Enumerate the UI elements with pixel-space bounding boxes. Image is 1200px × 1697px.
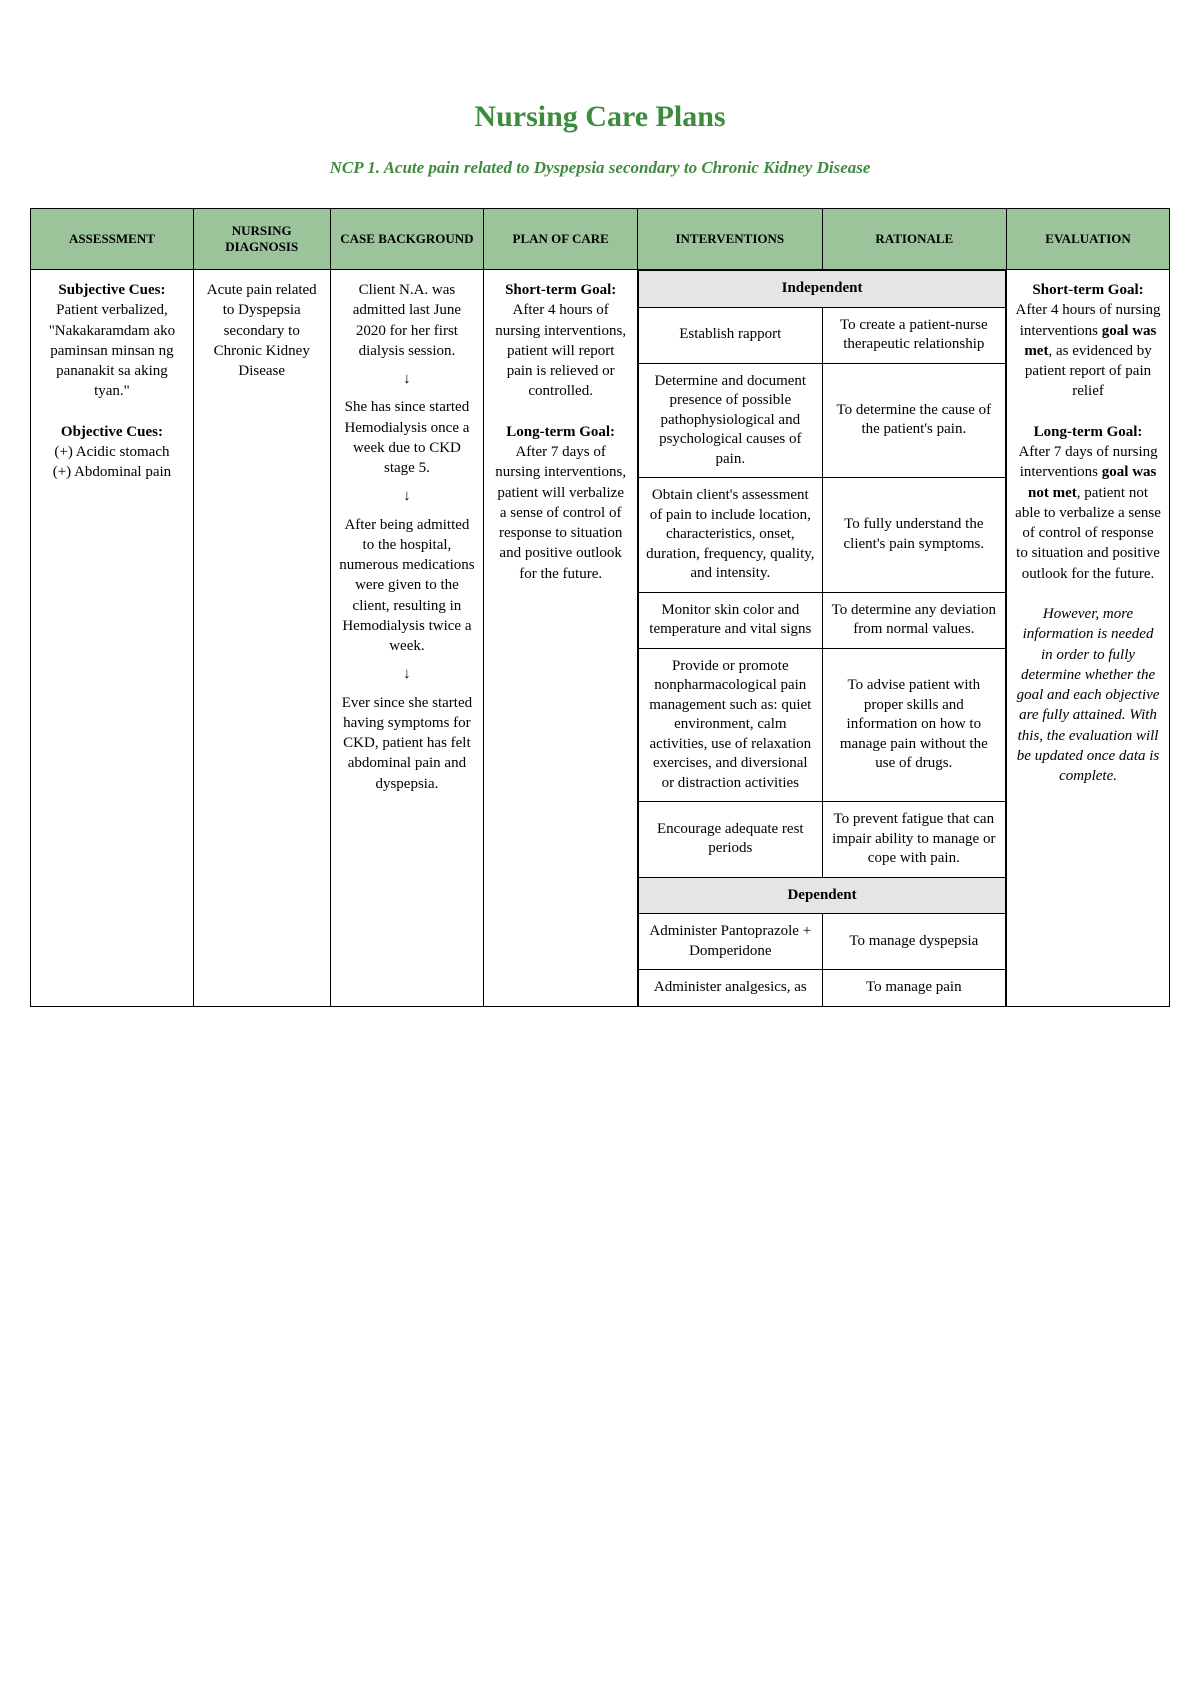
- th-evaluation: EVALUATION: [1007, 209, 1170, 270]
- plan-lt-text: After 7 days of nursing interventions, p…: [495, 444, 626, 582]
- subjective-text: Patient verbalized, "Nakakaramdam ako pa…: [49, 302, 175, 399]
- ind-r-4: To advise patient with proper skills and…: [822, 648, 1006, 802]
- independent-header: Independent: [639, 271, 1006, 308]
- th-plan: PLAN OF CARE: [484, 209, 638, 270]
- ind-i-2: Obtain client's assessment of pain to in…: [639, 478, 823, 593]
- inner-table: Independent Establish rapport To create …: [638, 270, 1006, 1007]
- th-interventions: INTERVENTIONS: [638, 209, 823, 270]
- ind-i-0: Establish rapport: [639, 307, 823, 363]
- dependent-header: Dependent: [639, 877, 1006, 914]
- cell-interventions-rationale: Independent Establish rapport To create …: [638, 270, 1007, 1007]
- dep-i-0: Administer Pantoprazole + Domperidone: [639, 914, 823, 970]
- ind-row-1: Determine and document presence of possi…: [639, 363, 1006, 478]
- dep-r-0: To manage dyspepsia: [822, 914, 1006, 970]
- ind-r-2: To fully understand the client's pain sy…: [822, 478, 1006, 593]
- eval-lt-label: Long-term Goal:: [1034, 424, 1143, 440]
- ind-row-4: Provide or promote nonpharmacological pa…: [639, 648, 1006, 802]
- ncp-subtitle: NCP 1. Acute pain related to Dyspepsia s…: [30, 158, 1170, 178]
- ind-i-3: Monitor skin color and temperature and v…: [639, 592, 823, 648]
- dependent-header-row: Dependent: [639, 877, 1006, 914]
- bg-p4: Ever since she started having symptoms f…: [342, 695, 472, 792]
- cell-plan: Short-term Goal: After 4 hours of nursin…: [484, 270, 638, 1007]
- arrow-down-icon: ↓: [339, 664, 476, 684]
- header-row: ASSESSMENT NURSING DIAGNOSIS CASE BACKGR…: [31, 209, 1170, 270]
- plan-st-text: After 4 hours of nursing interventions, …: [495, 302, 626, 399]
- independent-header-row: Independent: [639, 271, 1006, 308]
- ind-i-5: Encourage adequate rest periods: [639, 802, 823, 878]
- th-rationale: RATIONALE: [822, 209, 1007, 270]
- dep-row-1: Administer analgesics, as To manage pain: [639, 970, 1006, 1007]
- objective-cue-1: (+) Acidic stomach: [54, 444, 169, 460]
- arrow-down-icon: ↓: [339, 486, 476, 506]
- dep-i-1: Administer analgesics, as: [639, 970, 823, 1007]
- page-title: Nursing Care Plans: [30, 100, 1170, 134]
- ind-r-3: To determine any deviation from normal v…: [822, 592, 1006, 648]
- bg-p2: She has since started Hemodialysis once …: [344, 399, 469, 476]
- body-row: Subjective Cues: Patient verbalized, "Na…: [31, 270, 1170, 1007]
- subjective-label: Subjective Cues:: [58, 282, 165, 298]
- plan-st-label: Short-term Goal:: [505, 282, 616, 298]
- th-assessment: ASSESSMENT: [31, 209, 194, 270]
- plan-lt-label: Long-term Goal:: [506, 424, 615, 440]
- eval-st-label: Short-term Goal:: [1032, 282, 1143, 298]
- dep-row-0: Administer Pantoprazole + Domperidone To…: [639, 914, 1006, 970]
- cell-diagnosis: Acute pain related to Dyspepsia secondar…: [193, 270, 330, 1007]
- ind-row-5: Encourage adequate rest periods To preve…: [639, 802, 1006, 878]
- ind-i-4: Provide or promote nonpharmacological pa…: [639, 648, 823, 802]
- objective-label: Objective Cues:: [61, 424, 163, 440]
- ind-row-3: Monitor skin color and temperature and v…: [639, 592, 1006, 648]
- th-diagnosis: NURSING DIAGNOSIS: [193, 209, 330, 270]
- ind-r-1: To determine the cause of the patient's …: [822, 363, 1006, 478]
- cell-background: Client N.A. was admitted last June 2020 …: [330, 270, 484, 1007]
- objective-cue-2: (+) Abdominal pain: [53, 464, 171, 480]
- ind-r-5: To prevent fatigue that can impair abili…: [822, 802, 1006, 878]
- dep-r-1: To manage pain: [822, 970, 1006, 1007]
- th-background: CASE BACKGROUND: [330, 209, 484, 270]
- eval-note: However, more information is needed in o…: [1017, 606, 1160, 784]
- ind-row-2: Obtain client's assessment of pain to in…: [639, 478, 1006, 593]
- ind-r-0: To create a patient-nurse therapeutic re…: [822, 307, 1006, 363]
- arrow-down-icon: ↓: [339, 369, 476, 389]
- cell-evaluation: Short-term Goal: After 4 hours of nursin…: [1007, 270, 1170, 1007]
- bg-p1: Client N.A. was admitted last June 2020 …: [353, 282, 461, 359]
- ind-row-0: Establish rapport To create a patient-nu…: [639, 307, 1006, 363]
- bg-p3: After being admitted to the hospital, nu…: [339, 517, 474, 655]
- ncp-table: ASSESSMENT NURSING DIAGNOSIS CASE BACKGR…: [30, 208, 1170, 1007]
- cell-assessment: Subjective Cues: Patient verbalized, "Na…: [31, 270, 194, 1007]
- ind-i-1: Determine and document presence of possi…: [639, 363, 823, 478]
